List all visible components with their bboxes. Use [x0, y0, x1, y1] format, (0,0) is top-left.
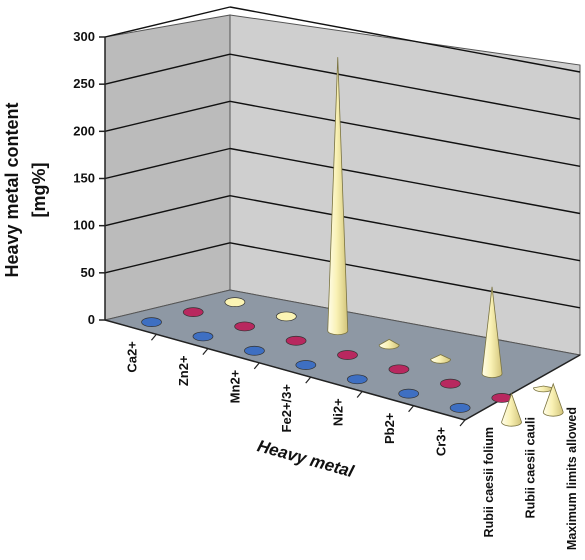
- x-tick-mark: [408, 405, 415, 413]
- x-axis-label: Heavy metal: [255, 436, 357, 481]
- disc-mark: [192, 331, 214, 342]
- cone-mark: [430, 354, 452, 364]
- cone-mark: [378, 338, 400, 350]
- y-tick-label: 0: [88, 312, 95, 327]
- x-tick-label: Pb2+: [382, 412, 397, 444]
- disc-mark: [224, 297, 246, 307]
- x-tick-label: Zn2+: [176, 355, 191, 386]
- side-wall: [104, 14, 231, 321]
- gridline-back: [229, 100, 581, 168]
- y-axis-label-line2: [mg%]: [29, 163, 49, 218]
- y-axis-label-line1: Heavy metal content: [2, 102, 22, 277]
- y-tick-label: 100: [73, 218, 95, 233]
- y-tick-label: 50: [81, 265, 95, 280]
- y-tick-label: 200: [73, 123, 95, 138]
- disc-mark: [398, 388, 420, 399]
- x-axis-line: [104, 319, 466, 421]
- gridline-side: [104, 53, 231, 85]
- x-tick-label: Fe2+/3+: [279, 384, 294, 433]
- disc-mark: [285, 335, 307, 346]
- disc-mark: [275, 311, 297, 322]
- y-axis-ticks: 0 50 100 150 200 250 300: [73, 29, 105, 327]
- disc-mark: [449, 403, 471, 413]
- x-tick-mark: [459, 419, 466, 427]
- series-labels: Rubii caesii folium Rubii caesii cauli Max…: [482, 407, 579, 550]
- cone-mark: [542, 382, 564, 417]
- y-tick-label: 250: [73, 76, 95, 91]
- disc-mark: [440, 378, 461, 389]
- cone-mark: [501, 392, 522, 427]
- x-axis-ticks: Ca2+ Zn2+ Mn2+ Fe2+/3+ Ni2+ Pb2+ Cr3+: [125, 333, 466, 456]
- series-label: Rubii caesii cauli: [524, 417, 538, 518]
- x-tick-label: Cr3+: [433, 426, 448, 456]
- gridline-back: [229, 53, 581, 120]
- disc-mark: [295, 360, 317, 370]
- disc-mark: [182, 307, 204, 317]
- x-tick-label: Ni2+: [330, 398, 345, 426]
- x-tick-mark: [356, 391, 363, 398]
- data-marks: [141, 57, 564, 427]
- gridline-side: [104, 194, 231, 227]
- disc-mark: [141, 317, 162, 327]
- depth-axis-line: [464, 354, 581, 421]
- gridline-side: [104, 242, 231, 274]
- gridline-side: [104, 100, 231, 133]
- disc-mark: [388, 364, 410, 375]
- disc-mark: [234, 321, 255, 332]
- x-tick-label: Ca2+: [125, 341, 140, 373]
- disc-mark: [244, 345, 265, 356]
- gridline-back: [229, 6, 581, 73]
- y-tick-label: 300: [73, 29, 95, 44]
- series-label: Rubii caesii folium: [482, 427, 496, 537]
- gridline-back: [229, 147, 581, 215]
- disc-mark: [346, 374, 368, 385]
- series-label: Maximum limits allowed: [565, 407, 579, 550]
- gridline-back: [229, 242, 581, 309]
- gridline-back: [229, 194, 581, 262]
- x-tick-mark: [305, 376, 312, 384]
- x-tick-label: Mn2+: [228, 369, 243, 403]
- gridlines: [104, 6, 581, 309]
- cone-mark: [481, 286, 503, 378]
- cone-mark: [327, 57, 349, 336]
- x-tick-mark: [253, 362, 260, 370]
- gridline-side: [104, 147, 231, 180]
- gridline-side: [104, 6, 231, 38]
- x-tick-mark: [150, 333, 157, 341]
- x-tick-mark: [202, 348, 209, 355]
- y-tick-label: 150: [73, 171, 95, 186]
- disc-mark: [337, 350, 358, 360]
